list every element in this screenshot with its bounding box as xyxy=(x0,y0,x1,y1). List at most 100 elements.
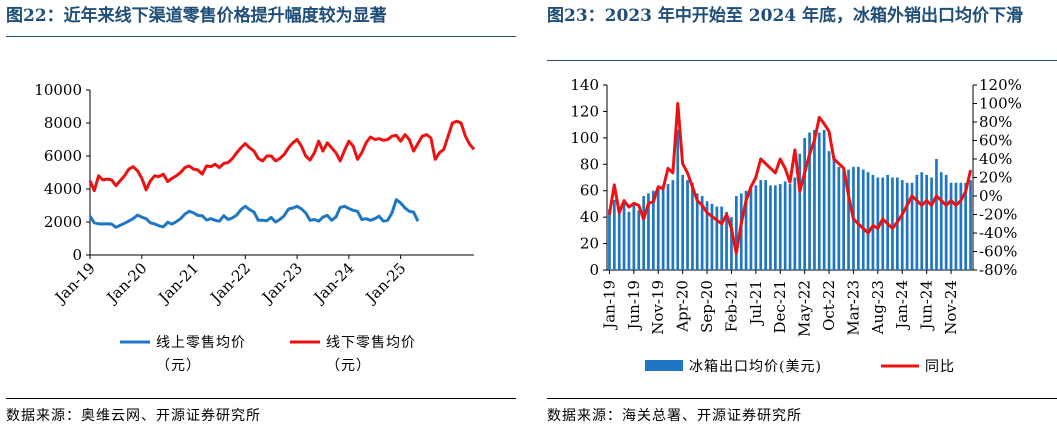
price-bar xyxy=(944,174,948,270)
price-bar xyxy=(847,169,850,270)
right-y-tick-label: -60% xyxy=(979,243,1017,261)
legend-label: （元） xyxy=(326,358,371,374)
price-bar xyxy=(749,188,753,270)
price-bar xyxy=(939,172,943,270)
price-bar xyxy=(769,185,772,270)
x-tick-label: Nov-19 xyxy=(649,280,667,335)
price-bar xyxy=(969,180,972,270)
price-bar xyxy=(725,211,728,270)
x-tick-label: Feb-21 xyxy=(722,280,740,332)
price-bar xyxy=(798,153,802,270)
left-y-tick-label: 60 xyxy=(580,182,599,200)
right-y-tick-label: -20% xyxy=(979,206,1017,224)
price-bar xyxy=(754,185,758,270)
price-bar xyxy=(656,188,660,270)
price-bar xyxy=(793,177,797,270)
price-bar xyxy=(871,174,875,270)
price-bar xyxy=(803,137,806,270)
right-chart-title: 图23：2023 年中开始至 2024 年底，冰箱外销出口均价下滑 xyxy=(547,6,1024,26)
price-bar xyxy=(935,159,938,270)
y-tick-label: 0 xyxy=(72,246,82,264)
price-bar xyxy=(759,180,763,270)
x-tick-label: Jan-19 xyxy=(50,259,99,308)
price-bar xyxy=(857,166,860,270)
price-bar xyxy=(764,180,767,270)
price-bar xyxy=(735,196,738,270)
x-tick-label: Jun-19 xyxy=(625,280,643,332)
left-y-tick-label: 40 xyxy=(580,208,599,226)
left-y-tick-label: 140 xyxy=(570,76,599,94)
x-tick-label: Jan-25 xyxy=(361,259,410,308)
right-y-tick-label: 0% xyxy=(979,187,1003,205)
legend-line-label: 同比 xyxy=(925,359,955,375)
price-bar xyxy=(959,182,963,270)
x-tick-label: Oct-22 xyxy=(820,280,838,331)
x-tick-label: Aug-23 xyxy=(869,280,887,335)
price-bar xyxy=(891,177,894,270)
right-y-tick-label: -80% xyxy=(979,261,1017,279)
price-bar xyxy=(861,169,865,270)
right-y-tick-label: 80% xyxy=(979,113,1012,131)
x-tick-label: Jun-24 xyxy=(918,280,936,332)
left-y-tick-label: 20 xyxy=(580,235,599,253)
price-bar xyxy=(613,200,616,270)
right-y-tick-label: 20% xyxy=(979,169,1012,187)
price-bar xyxy=(905,182,909,270)
left-line-chart: 0 2000 4000 6000 8000 10000 Jan-19 Jan-20 Jan-21… xyxy=(34,81,476,374)
price-bar xyxy=(695,193,699,270)
x-tick-label: Sep-20 xyxy=(698,280,716,333)
price-bar xyxy=(642,196,645,270)
price-bar xyxy=(920,172,924,270)
price-bar xyxy=(661,185,665,270)
left-source-rule xyxy=(6,398,516,399)
price-bar xyxy=(686,180,689,270)
price-bar xyxy=(876,177,880,270)
offline-price-line xyxy=(88,119,476,193)
price-bar xyxy=(637,210,641,270)
right-title-rule xyxy=(547,60,1057,61)
price-bar xyxy=(930,177,933,270)
x-tick-label: Mar-23 xyxy=(844,280,862,336)
price-bar xyxy=(817,132,821,270)
price-bar xyxy=(910,182,914,270)
left-y-tick-label: 80 xyxy=(580,155,599,173)
left-title-rule xyxy=(6,36,516,37)
price-bar xyxy=(866,172,870,270)
x-tick-label: Jan-21 xyxy=(154,259,203,308)
price-bar xyxy=(744,190,748,270)
price-bar xyxy=(676,129,680,270)
legend-label: 线上零售均价 xyxy=(156,335,246,351)
price-bar xyxy=(949,182,953,270)
y-tick-label: 8000 xyxy=(44,114,82,132)
left-chart-title: 图22：近年来线下渠道零售价格提升幅度较为显著 xyxy=(6,6,387,26)
x-tick-label: Jan-23 xyxy=(257,259,306,308)
price-bar xyxy=(671,180,675,270)
price-bar xyxy=(715,206,719,270)
right-y-tick-label: 100% xyxy=(979,95,1022,113)
y-tick-label: 10000 xyxy=(34,81,82,99)
price-bar xyxy=(710,203,714,270)
price-bar xyxy=(700,196,704,270)
x-tick-label: Jan-24 xyxy=(893,280,911,331)
left-y-tick-label: 0 xyxy=(589,261,599,279)
price-bar xyxy=(881,177,885,270)
price-bar xyxy=(608,209,611,270)
price-bar xyxy=(813,129,816,270)
legend-label: （元） xyxy=(156,358,201,374)
x-tick-label: Jul-21 xyxy=(747,280,765,327)
left-y-tick-label: 100 xyxy=(570,129,599,147)
right-y-tick-label: 120% xyxy=(979,76,1022,94)
right-bar-line-chart: 0 20 40 60 80 100 120 140 120%100%80%60%40%20%0%… xyxy=(570,76,1022,375)
right-y-tick-label: -40% xyxy=(979,224,1017,242)
y-tick-label: 4000 xyxy=(44,180,82,198)
price-bar xyxy=(788,184,792,270)
x-tick-label: Jan-19 xyxy=(600,280,618,331)
price-bar xyxy=(842,169,845,270)
left-source-text: 数据来源：奥维云网、开源证券研究所 xyxy=(6,408,261,424)
price-bar xyxy=(915,174,919,270)
price-bar xyxy=(954,182,958,270)
x-tick-label: Nov-24 xyxy=(942,280,960,335)
yoy-line xyxy=(607,102,973,255)
price-bar xyxy=(730,217,733,270)
price-bar xyxy=(627,211,631,270)
